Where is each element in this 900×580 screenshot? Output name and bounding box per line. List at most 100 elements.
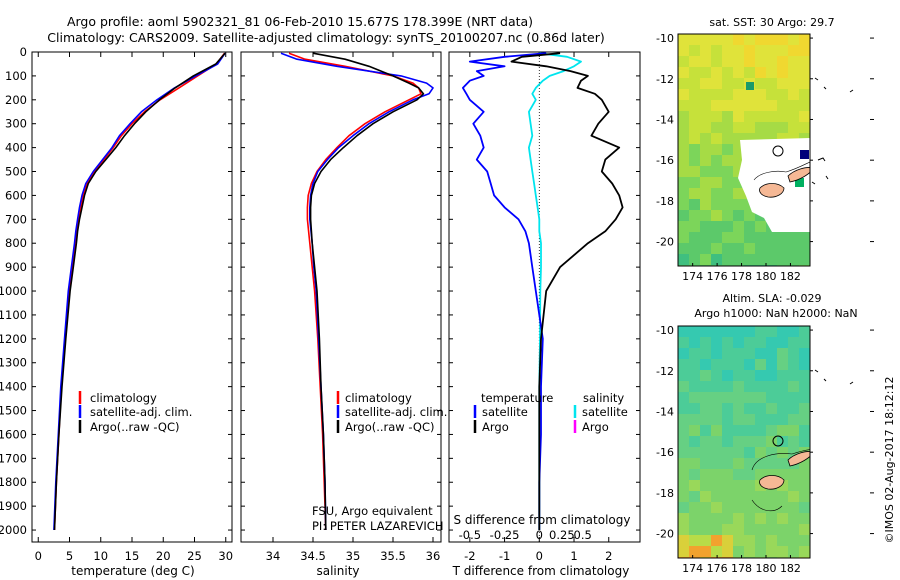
temp-series [53,52,226,531]
map-cell [722,254,733,265]
sal-line-climatology [288,52,422,531]
map-cell [689,254,700,265]
legend-label: satellite-adj. clim. [345,405,447,419]
map-cell [700,133,711,144]
map-cell [722,458,733,469]
map-cell [700,480,711,491]
map-cell [722,34,733,45]
temp-xtick-label: 25 [187,549,202,563]
temp-line-argo-raw-qc- [53,52,226,531]
map-cell [777,100,788,111]
figure-title-line2: Climatology: CARS2009. Satellite-adjuste… [47,30,604,45]
map-cell [689,133,700,144]
map-cell [799,491,810,502]
map-cell [700,100,711,111]
salinity-annotation: FSU, Argo equivalent PI: PETER LAZAREVIC… [312,504,443,533]
map-cell [700,243,711,254]
map-cell [722,436,733,447]
map-cell [744,403,755,414]
map-cell [799,502,810,513]
sla-map-ticks: 174 176 178 180 182 -10 -12 -14 -16 -18 -20 [656,324,874,575]
depth-tick-label: 1000 [0,284,27,298]
map-cell [744,326,755,337]
map-cell [733,67,744,78]
map-cell [777,56,788,67]
depth-tick-label: 100 [5,69,27,83]
map-cell [711,210,722,221]
map-cell [722,414,733,425]
map-cell [788,67,799,78]
map-xtick-label: 178 [731,562,752,575]
map-cell [711,469,722,480]
map-cell [711,67,722,78]
map-cell [733,381,744,392]
map-cell [777,414,788,425]
map-cell [700,210,711,221]
map-cell [788,89,799,100]
map-cell [744,111,755,122]
sla-map-subtitle: Argo h1000: NaN h2000: NaN [694,307,857,320]
map-cell [733,133,744,144]
map-cell [722,221,733,232]
diff-line-salinity-satellite [528,52,582,530]
map-cell [711,436,722,447]
map-cell [689,177,700,188]
map-cell [722,381,733,392]
map-cell [711,56,722,67]
map-cell [700,348,711,359]
map-cell [678,480,689,491]
temperature-legend: climatology satellite-adj. clim. Argo(..… [78,391,192,434]
map-cell [755,254,766,265]
map-cell [733,144,744,155]
map-cell [733,392,744,403]
map-cell [689,144,700,155]
map-cell [678,546,689,557]
map-cell [722,326,733,337]
legend-label: climatology [345,391,412,405]
map-cell [678,436,689,447]
map-cell [788,436,799,447]
map-cell [744,546,755,557]
temp-xtick-label: 30 [218,549,233,563]
map-cell [678,122,689,133]
argo-position-marker [772,145,784,157]
map-cell [722,56,733,67]
map-cell [678,524,689,535]
map-cell [711,199,722,210]
map-cell [733,524,744,535]
map-cell [722,480,733,491]
map-cell [788,111,799,122]
map-cell [755,337,766,348]
map-cell [799,392,810,403]
map-cell [766,232,777,243]
diff-xtick-label: 0 [536,549,543,563]
depth-tick-label: 1800 [0,475,27,489]
island-vanua-levu [787,167,810,183]
map-cell [700,144,711,155]
map-cell [766,111,777,122]
map-cell [733,111,744,122]
temp-xtick-label: 10 [93,549,108,563]
map-cell [700,221,711,232]
map-cell [678,199,689,210]
map-cell [799,100,810,111]
map-cell [777,359,788,370]
map-cell [678,469,689,480]
map-cell [733,155,744,166]
map-cell [744,513,755,524]
map-cell [777,480,788,491]
map-cell [689,89,700,100]
map-cell [733,221,744,232]
map-cell [799,122,810,133]
map-cell [799,254,810,265]
annotation-line: FSU, Argo equivalent [312,504,433,518]
map-cell [777,45,788,56]
map-cell [689,535,700,546]
map-cell [722,166,733,177]
map-cell [722,243,733,254]
map-cell [755,458,766,469]
map-cell [777,133,788,144]
map-cell [755,524,766,535]
map-cell [788,232,799,243]
map-cell [744,458,755,469]
